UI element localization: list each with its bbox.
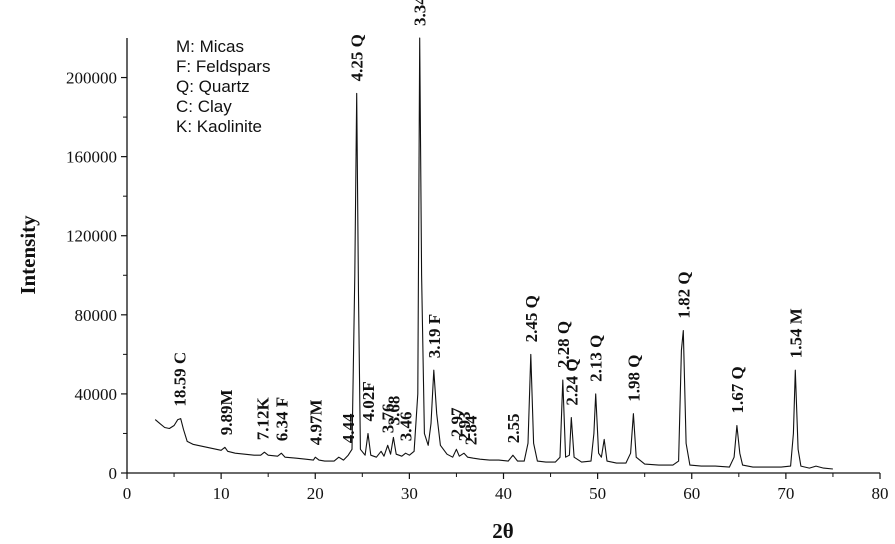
y-tick-label: 80000	[75, 306, 118, 325]
plot-area	[154, 37, 833, 470]
peak-label: 2.55	[504, 413, 523, 443]
peak-label: 2.28 Q	[554, 321, 573, 368]
peak-label: 7.12K	[254, 396, 273, 440]
y-tick-label: 160000	[66, 148, 117, 167]
peak-label: 1.67 Q	[728, 366, 747, 413]
peak-label: 3.68	[384, 396, 403, 426]
peak-label: 4.44	[339, 413, 358, 443]
peak-label: 2.84	[462, 415, 481, 445]
x-tick-label: 60	[683, 484, 700, 503]
x-tick-label: 70	[777, 484, 794, 503]
legend-entry: F: Feldspars	[176, 57, 270, 76]
y-tick-label: 40000	[75, 385, 118, 404]
x-tick-label: 30	[401, 484, 418, 503]
x-axis-title: 2θ	[492, 519, 514, 543]
peak-label: 2.93	[455, 411, 474, 441]
x-tick-label: 10	[213, 484, 230, 503]
legend-entry: K: Kaolinite	[176, 117, 262, 136]
y-axis-title: Intensity	[16, 215, 40, 295]
y-tick-label: 0	[109, 464, 118, 483]
series-line-0	[154, 37, 833, 470]
peak-label: 2.13 Q	[587, 335, 606, 382]
peak-label: 1.98 Q	[624, 354, 643, 401]
peak-label: 18.59 C	[171, 352, 190, 407]
peak-label: 3.46	[397, 411, 416, 441]
x-tick-label: 50	[589, 484, 606, 503]
y-tick-label: 120000	[66, 227, 117, 246]
peak-label: 3.19 F	[425, 314, 444, 358]
x-tick-label: 80	[872, 484, 889, 503]
legend-entry: Q: Quartz	[176, 77, 250, 96]
axes: 0 10 20 30 40 50 60 70 80 0 40000 80000 120000 160000…	[66, 38, 889, 503]
peak-label: 3.76	[379, 404, 398, 434]
peak-label: 6.34 F	[272, 397, 291, 441]
legend-entry: M: Micas	[176, 37, 244, 56]
x-tick-label: 40	[495, 484, 512, 503]
peak-label: 2.45 Q	[522, 295, 541, 342]
x-tick-label: 20	[307, 484, 324, 503]
peak-label: 9.89M	[217, 390, 236, 436]
y-tick-label: 200000	[66, 69, 117, 88]
peak-label: 1.54 M	[786, 308, 805, 358]
peak-label: 4.25 Q	[348, 34, 367, 81]
peak-label: 1.82 Q	[674, 271, 693, 318]
peak-label: 2.97	[447, 407, 466, 437]
peak-label: 2.24 Q	[562, 358, 581, 405]
peak-label: 4.97M	[306, 399, 325, 445]
peak-label: 3.34 Q	[411, 0, 430, 26]
peak-label: 4.02F	[359, 381, 378, 421]
peak-annotations: 18.59 C 9.89M 7.12K 6.34 F 4.97M 4.44 4.25 Q 4.…	[171, 0, 806, 445]
legend-entry: C: Clay	[176, 97, 232, 116]
x-tick-label: 0	[123, 484, 132, 503]
